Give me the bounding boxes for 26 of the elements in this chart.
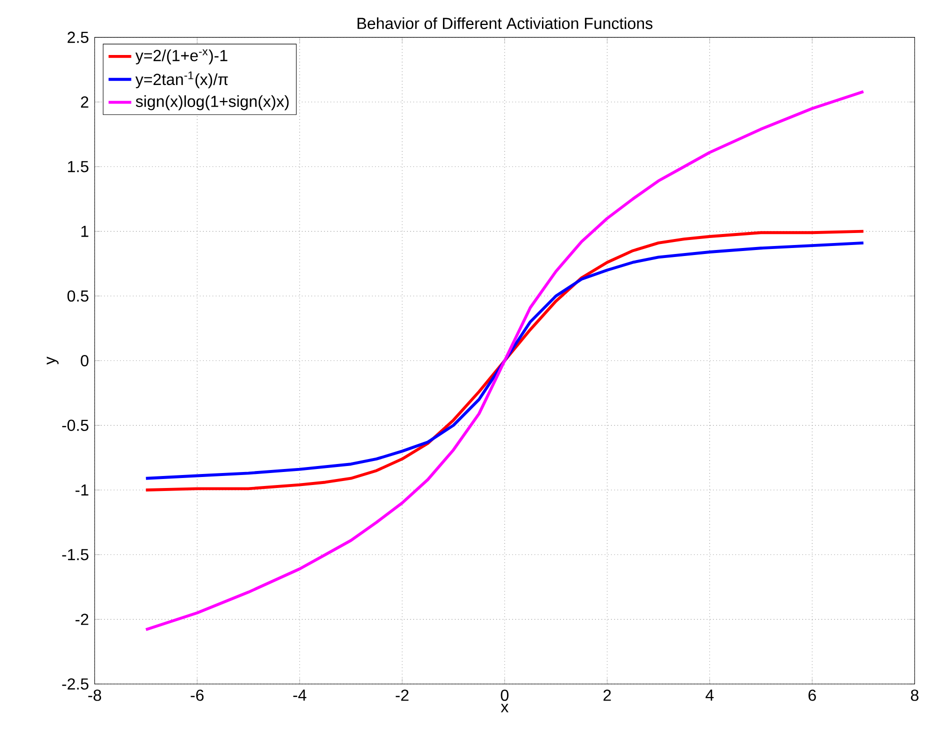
y-tick-label: 0.5 [67,290,88,302]
y-tick-label: 2 [80,96,88,108]
y-tick-label: 1.5 [68,161,88,172]
x-tick-label: 0 [500,690,508,702]
y-tick-label: -2.5 [62,678,88,690]
x-tick-label: -6 [190,690,204,702]
x-tick-label: 6 [808,690,816,702]
y-tick-label: 2.5 [68,32,88,44]
x-tick-label: 8 [910,690,918,702]
y-tick-label: 1 [81,226,88,237]
x-tick-label: -4 [293,690,306,701]
y-tick-label: -2 [76,614,88,626]
legend-label: y=2/(1+e$^{-x}$)-1 [135,50,228,65]
x-tick-label: -8 [88,690,102,702]
x-axis-title: x [500,704,509,712]
x-tick-label: 4 [706,690,714,701]
legend-label: sign(x)log(1+sign(x)x) [136,95,289,110]
chart-title: Behavior of Different Activiation Functions [358,18,652,30]
x-tick-label: 2 [604,690,611,701]
x-tick-label: -2 [396,690,408,701]
legend-label: y=2tan$^{-1}$(x)/π [135,72,228,88]
y-axis-title: y [46,356,59,365]
y-tick-label: -0.5 [62,420,88,432]
y-tick-label: 0 [80,355,88,367]
y-tick-label: -1.5 [62,549,88,560]
y-tick-label: -1 [76,484,88,496]
